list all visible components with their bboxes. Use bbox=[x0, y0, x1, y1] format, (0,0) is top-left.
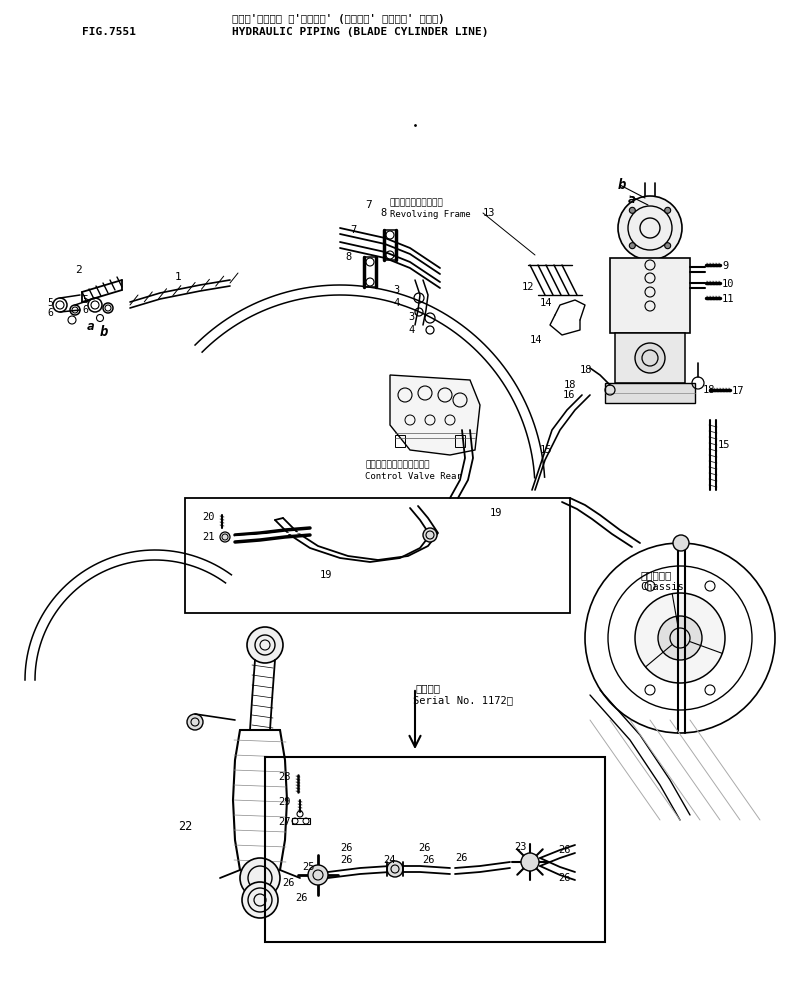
Text: 26: 26 bbox=[340, 843, 352, 853]
Bar bbox=[615, 333, 685, 383]
Text: Control Valve Rear: Control Valve Rear bbox=[365, 472, 461, 481]
Text: シャーシス: シャーシス bbox=[640, 570, 672, 580]
Bar bbox=[605, 383, 695, 403]
Text: 14: 14 bbox=[530, 335, 543, 345]
Circle shape bbox=[308, 865, 328, 885]
Text: FIG.7551: FIG.7551 bbox=[82, 27, 136, 37]
Text: 21: 21 bbox=[202, 532, 215, 542]
Text: 6: 6 bbox=[82, 305, 88, 315]
Text: 18: 18 bbox=[564, 380, 577, 390]
Text: 10: 10 bbox=[722, 279, 735, 289]
Bar bbox=[265, 757, 605, 942]
Text: 7: 7 bbox=[350, 225, 356, 235]
Text: 18: 18 bbox=[703, 385, 716, 395]
Text: 26: 26 bbox=[422, 855, 434, 865]
Circle shape bbox=[187, 714, 203, 730]
Text: 5: 5 bbox=[82, 295, 88, 305]
Text: 4: 4 bbox=[393, 298, 399, 308]
Text: 8: 8 bbox=[380, 208, 386, 218]
Text: 8: 8 bbox=[345, 252, 352, 262]
Text: 3: 3 bbox=[408, 312, 414, 322]
Text: 26: 26 bbox=[340, 855, 352, 865]
Text: 14: 14 bbox=[540, 298, 552, 308]
Circle shape bbox=[387, 861, 403, 877]
Text: 15: 15 bbox=[718, 440, 731, 450]
Text: 6: 6 bbox=[47, 308, 53, 318]
Text: レボルビングフレーム: レボルビングフレーム bbox=[390, 198, 444, 207]
Polygon shape bbox=[390, 375, 480, 455]
Text: 26: 26 bbox=[558, 845, 570, 855]
Circle shape bbox=[247, 627, 283, 663]
Bar bbox=[455, 435, 465, 447]
Circle shape bbox=[521, 853, 539, 871]
Text: 27: 27 bbox=[278, 817, 291, 827]
Circle shape bbox=[635, 593, 725, 683]
Text: a: a bbox=[628, 193, 635, 206]
Text: 適用号機: 適用号機 bbox=[415, 683, 440, 693]
Text: 15: 15 bbox=[540, 445, 552, 455]
Text: 12: 12 bbox=[522, 282, 535, 292]
Circle shape bbox=[618, 196, 682, 260]
Circle shape bbox=[664, 207, 671, 213]
Circle shape bbox=[664, 243, 671, 249]
Text: HYDRAULIC PIPING (BLADE CYLINDER LINE): HYDRAULIC PIPING (BLADE CYLINDER LINE) bbox=[232, 27, 488, 37]
Text: 25: 25 bbox=[302, 862, 314, 872]
Text: 16: 16 bbox=[563, 390, 575, 400]
Text: 26: 26 bbox=[418, 843, 431, 853]
Text: 29: 29 bbox=[278, 797, 291, 807]
Text: Chassis: Chassis bbox=[640, 582, 684, 592]
Text: 26: 26 bbox=[295, 893, 307, 903]
Text: ハイト'ロリック ハ'イピンク' (ブレート' シリンタ' ライン): ハイト'ロリック ハ'イピンク' (ブレート' シリンタ' ライン) bbox=[232, 14, 445, 24]
Text: 3: 3 bbox=[393, 285, 399, 295]
Circle shape bbox=[630, 243, 635, 249]
Bar bbox=[185, 498, 570, 613]
Text: 28: 28 bbox=[278, 772, 291, 782]
Text: 24: 24 bbox=[383, 855, 396, 865]
Text: 20: 20 bbox=[202, 512, 215, 522]
Text: 1: 1 bbox=[175, 272, 182, 282]
Text: コントロールバルブリヤー: コントロールバルブリヤー bbox=[365, 460, 430, 469]
Bar bbox=[610, 258, 690, 333]
Circle shape bbox=[635, 343, 665, 373]
Text: Revolving Frame: Revolving Frame bbox=[390, 210, 471, 219]
Text: 26: 26 bbox=[558, 873, 570, 883]
Circle shape bbox=[673, 535, 689, 551]
Bar bbox=[292, 818, 310, 824]
Circle shape bbox=[242, 882, 278, 918]
Text: b: b bbox=[100, 325, 108, 339]
Text: 5: 5 bbox=[47, 298, 53, 308]
Text: 7: 7 bbox=[365, 200, 372, 210]
Text: 19: 19 bbox=[320, 570, 333, 580]
Circle shape bbox=[240, 858, 280, 898]
Text: 17: 17 bbox=[732, 386, 744, 396]
Bar bbox=[395, 435, 405, 447]
Text: 26: 26 bbox=[282, 878, 295, 888]
Text: 18: 18 bbox=[580, 365, 592, 375]
Text: 22: 22 bbox=[178, 820, 192, 833]
Text: Serial No. 1172～: Serial No. 1172～ bbox=[413, 695, 513, 705]
Text: 9: 9 bbox=[722, 261, 728, 271]
Text: 11: 11 bbox=[722, 294, 735, 304]
Circle shape bbox=[630, 207, 635, 213]
Circle shape bbox=[220, 532, 230, 542]
Circle shape bbox=[423, 528, 437, 542]
Text: 19: 19 bbox=[490, 508, 502, 518]
Text: 4: 4 bbox=[408, 325, 414, 335]
Text: a: a bbox=[87, 320, 95, 333]
Text: 26: 26 bbox=[455, 853, 468, 863]
Circle shape bbox=[658, 616, 702, 660]
Text: 2: 2 bbox=[75, 265, 81, 275]
Text: 23: 23 bbox=[514, 842, 526, 852]
Text: 13: 13 bbox=[483, 208, 495, 218]
Text: b: b bbox=[618, 178, 626, 192]
